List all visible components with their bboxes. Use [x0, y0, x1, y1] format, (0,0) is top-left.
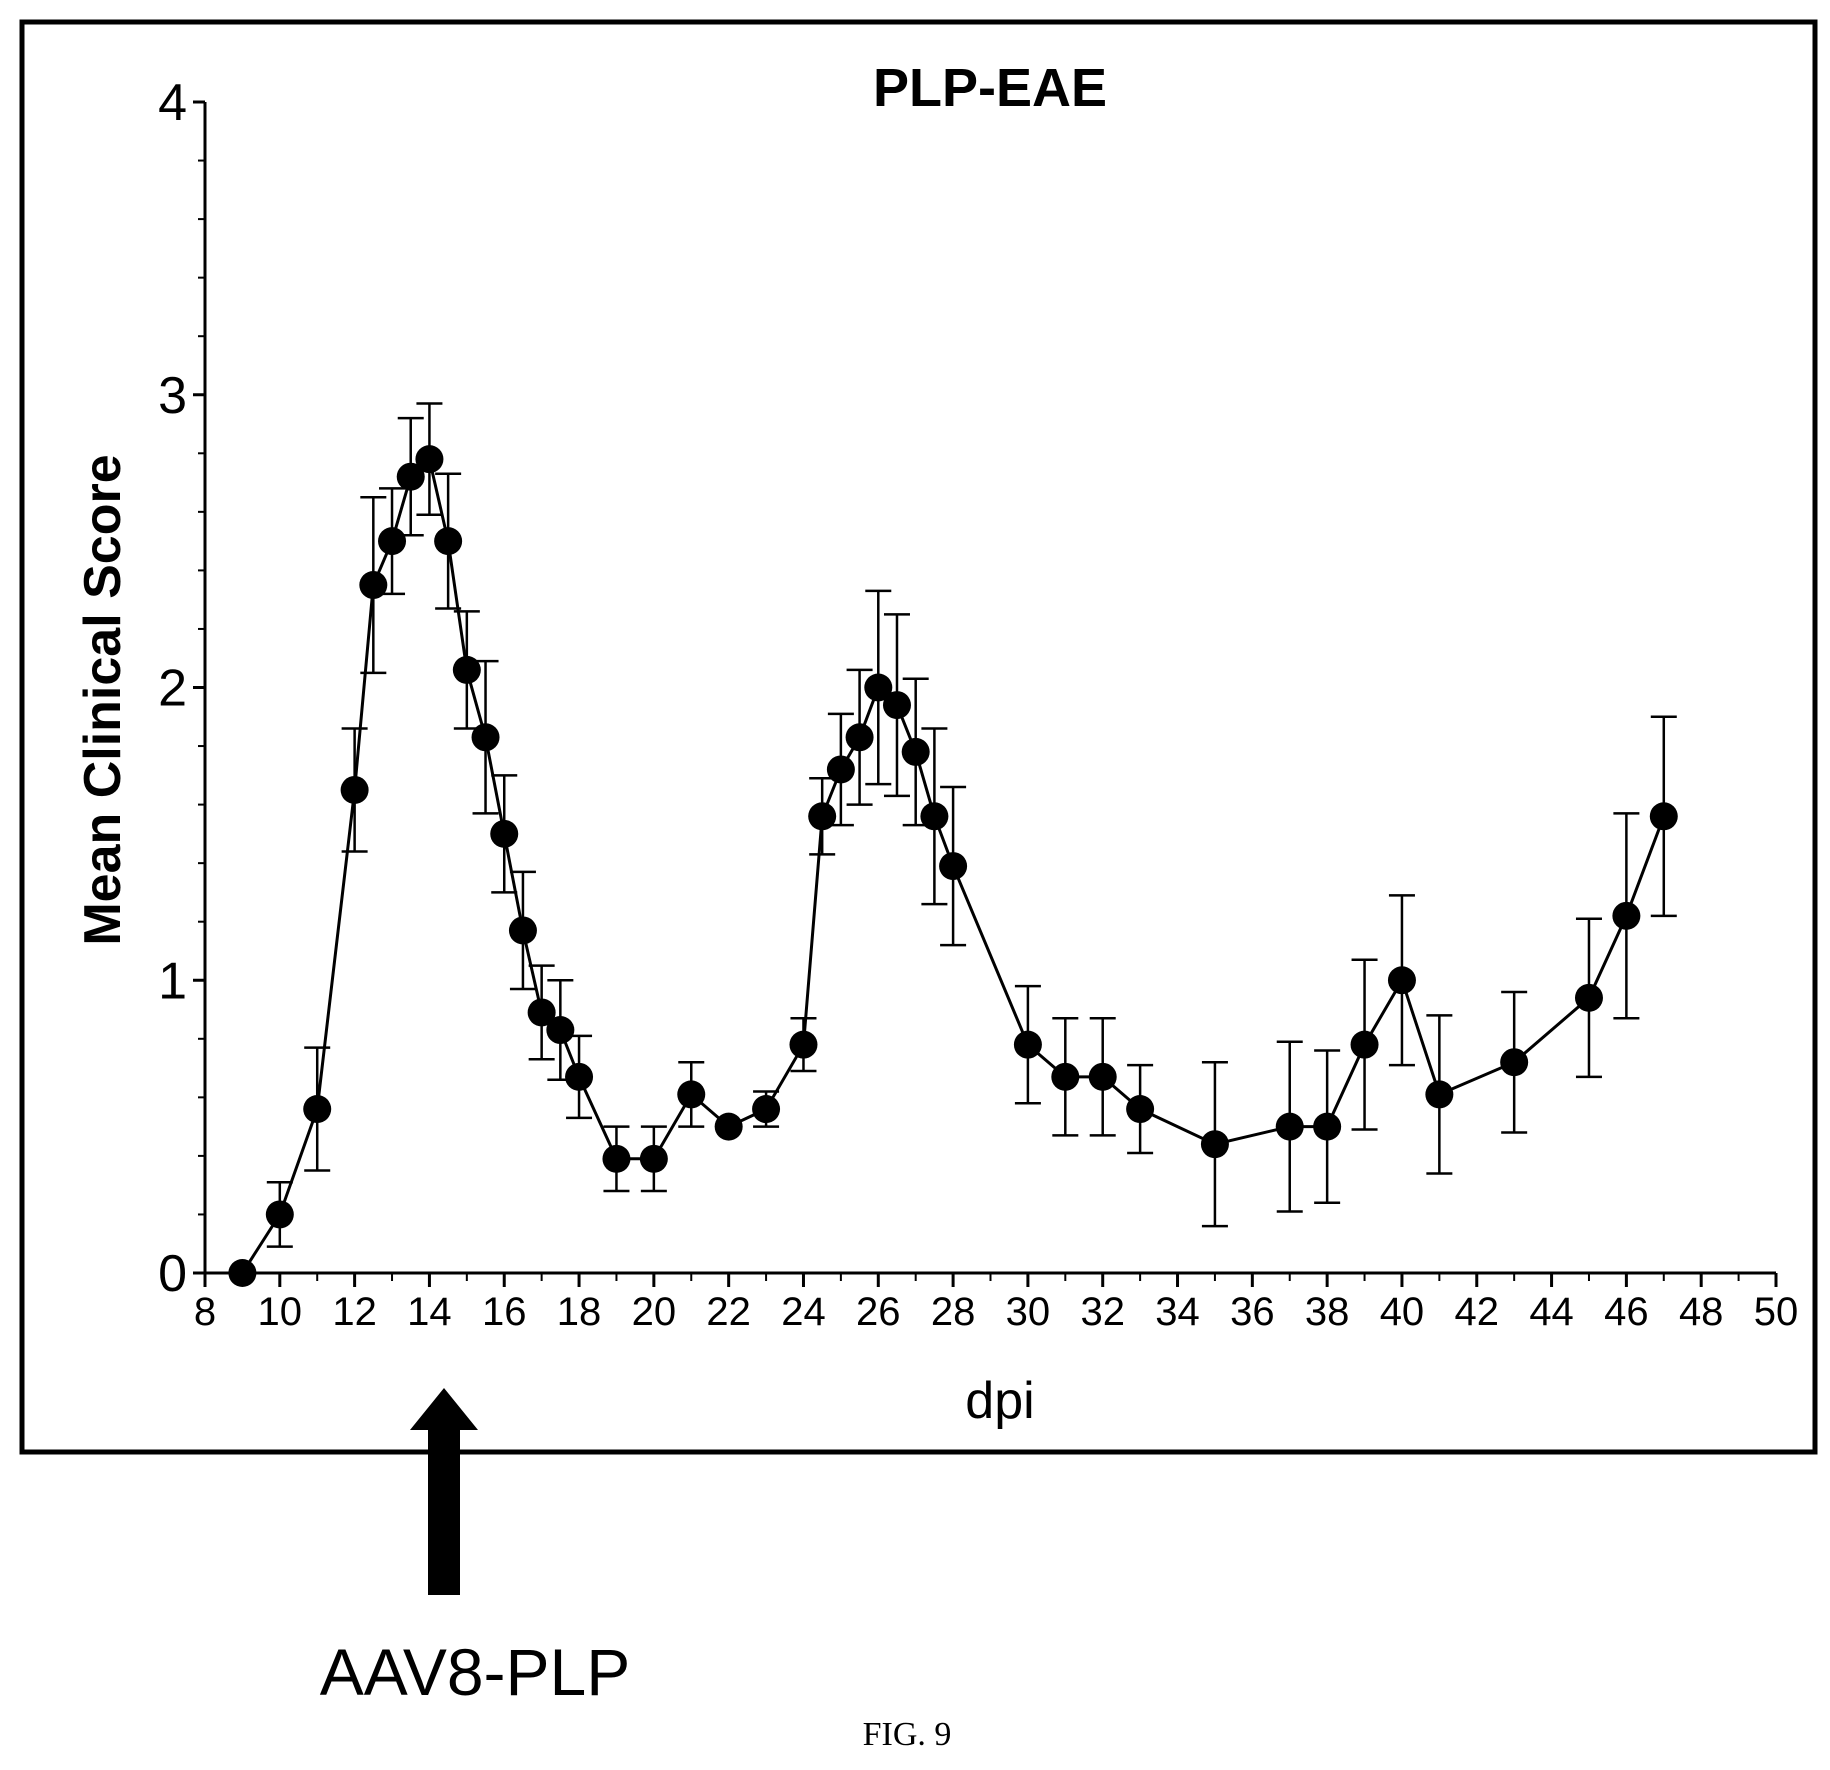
data-point	[1200, 1130, 1229, 1159]
x-tick-label: 22	[706, 1290, 751, 1334]
data-point	[1313, 1112, 1342, 1141]
data-point	[508, 916, 537, 945]
x-tick-label: 32	[1080, 1290, 1125, 1334]
data-point	[434, 527, 463, 556]
x-tick-label: 26	[856, 1290, 901, 1334]
y-tick-label: 0	[158, 1245, 187, 1303]
data-point	[1013, 1030, 1042, 1059]
x-tick-label: 18	[557, 1290, 602, 1334]
data-points	[228, 445, 1678, 1287]
data-point	[1350, 1030, 1379, 1059]
x-tick-label: 28	[931, 1290, 976, 1334]
data-point	[1126, 1095, 1155, 1124]
data-point	[303, 1095, 332, 1124]
data-point	[882, 691, 911, 720]
x-tick-label: 16	[482, 1290, 527, 1334]
x-tick-label: 46	[1604, 1290, 1649, 1334]
data-point	[826, 755, 855, 784]
y-tick-label: 4	[158, 74, 187, 132]
data-point	[602, 1144, 631, 1173]
x-tick-label: 44	[1529, 1290, 1574, 1334]
x-tick-label: 14	[407, 1290, 452, 1334]
y-axis-label: Mean Clinical Score	[74, 454, 132, 945]
data-point	[639, 1144, 668, 1173]
data-point	[228, 1259, 257, 1287]
data-point	[471, 723, 500, 752]
figure-frame	[19, 19, 1818, 1455]
data-point	[265, 1200, 294, 1229]
data-point	[1051, 1062, 1080, 1091]
x-tick-label: 42	[1455, 1290, 1500, 1334]
data-point	[845, 723, 874, 752]
figure-caption: FIG. 9	[863, 1716, 952, 1753]
x-tick-label: 38	[1305, 1290, 1350, 1334]
data-point	[490, 819, 519, 848]
data-point	[939, 852, 968, 881]
x-tick-label: 8	[194, 1290, 216, 1334]
data-point	[1088, 1062, 1117, 1091]
data-point	[527, 998, 556, 1027]
x-tick-label: 30	[1006, 1290, 1051, 1334]
x-tick-label: 24	[781, 1290, 826, 1334]
data-point	[1387, 966, 1416, 995]
error-bars	[266, 402, 1677, 1248]
x-tick-label: 36	[1230, 1290, 1275, 1334]
data-point	[359, 571, 388, 600]
data-point	[1500, 1048, 1529, 1077]
x-tick-label: 12	[332, 1290, 377, 1334]
data-point	[1574, 983, 1603, 1012]
up-arrow-icon	[410, 1388, 478, 1595]
x-tick-label: 50	[1754, 1290, 1799, 1334]
y-ticks: 0 1 2 3 4	[158, 74, 205, 1303]
data-point	[378, 527, 407, 556]
data-point	[808, 802, 837, 831]
y-tick-label: 3	[158, 367, 187, 425]
x-tick-label: 34	[1155, 1290, 1200, 1334]
data-point	[1275, 1112, 1304, 1141]
data-point	[396, 462, 425, 491]
data-point	[1425, 1080, 1454, 1109]
x-axis-label: dpi	[965, 1372, 1034, 1430]
x-tick-label: 20	[632, 1290, 677, 1334]
data-point	[1612, 901, 1641, 930]
x-tick-label: 48	[1679, 1290, 1724, 1334]
data-point	[415, 445, 444, 474]
data-point	[340, 775, 369, 804]
data-point	[452, 655, 481, 684]
annotation-label: AAV8-PLP	[320, 1635, 631, 1709]
data-point	[565, 1062, 594, 1091]
x-tick-label: 10	[258, 1290, 303, 1334]
data-point	[752, 1095, 781, 1124]
data-point	[714, 1112, 743, 1141]
chart-title: PLP-EAE	[873, 58, 1107, 118]
data-point	[677, 1080, 706, 1109]
x-ticks: 8 10 12 14 16 18 20 22 24 26 28 30 32 34 36 38 40 42 44 46 4…	[194, 1273, 1798, 1334]
data-point	[789, 1030, 818, 1059]
x-tick-label: 40	[1380, 1290, 1425, 1334]
data-point	[1649, 802, 1678, 831]
data-point	[901, 737, 930, 766]
y-tick-label: 1	[158, 952, 187, 1010]
y-tick-label: 2	[158, 660, 187, 718]
data-point	[864, 673, 893, 702]
data-point	[546, 1016, 575, 1045]
data-point	[920, 802, 949, 831]
